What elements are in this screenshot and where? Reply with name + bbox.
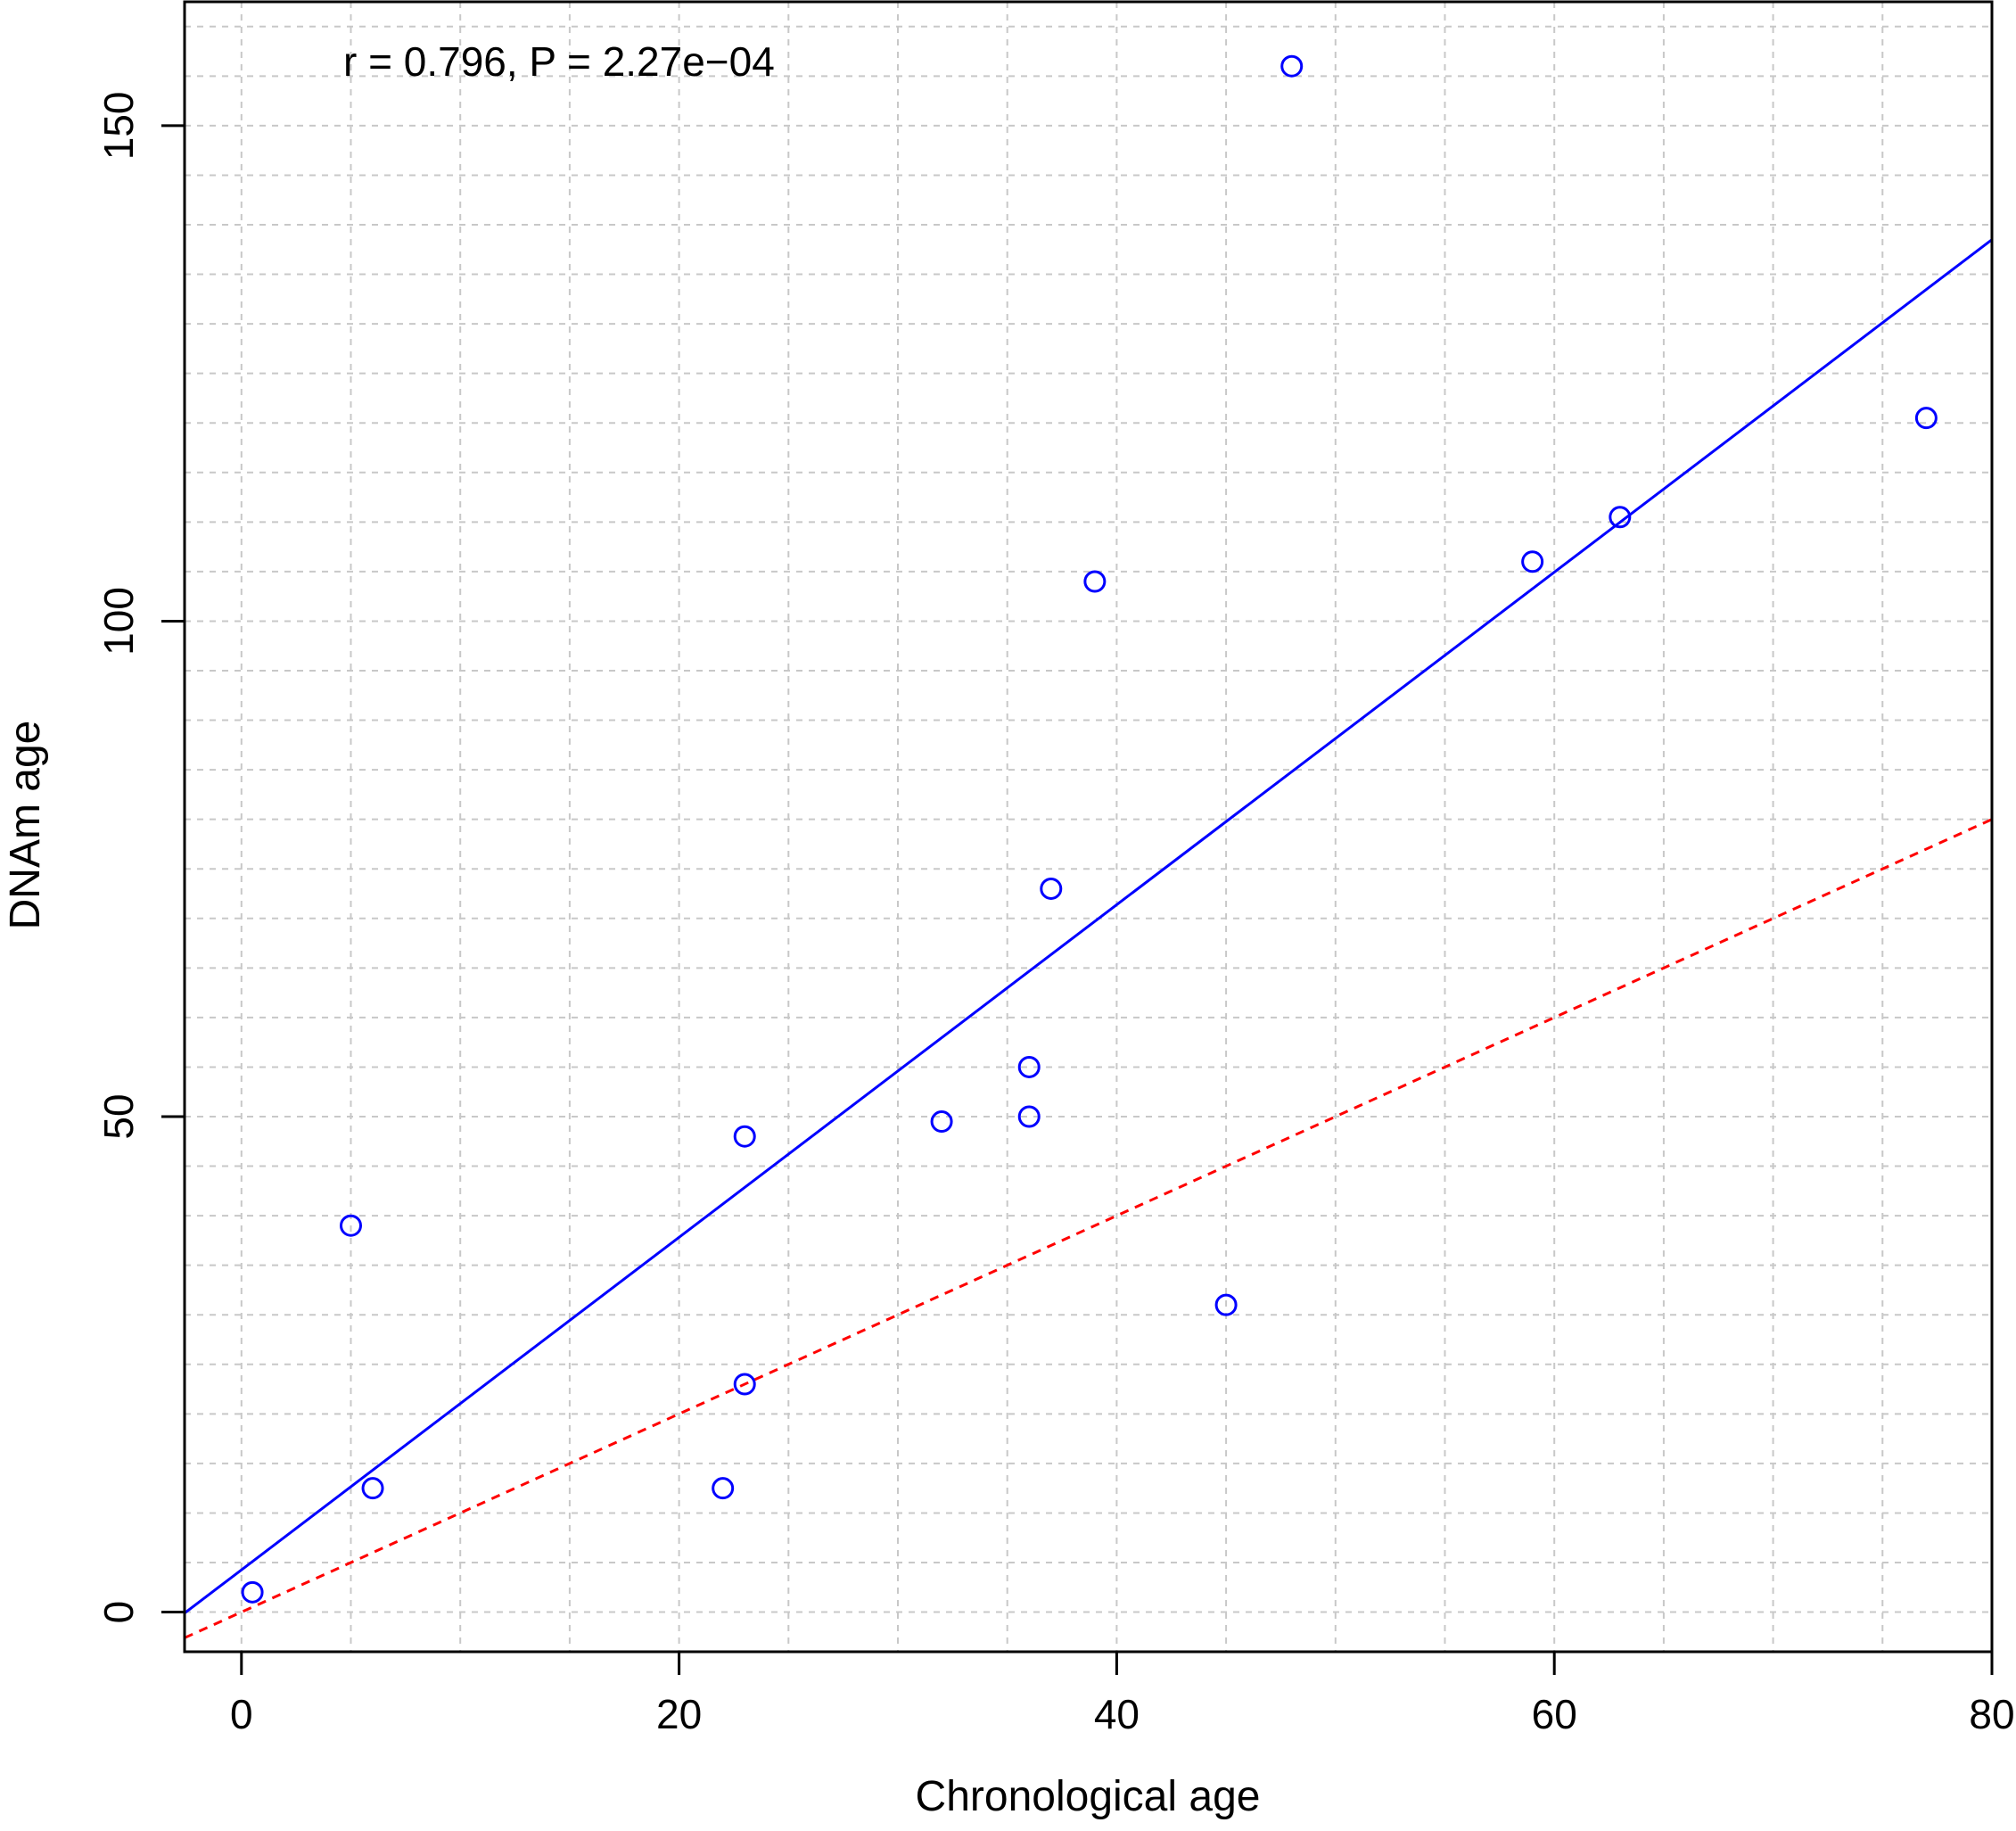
y-axis-title: DNAm age: [2, 721, 49, 930]
x-tick-label: 0: [230, 1691, 253, 1737]
data-point: [733, 1373, 756, 1396]
fit-lines: [184, 238, 1993, 1639]
data-point: [1214, 1293, 1238, 1316]
data-point: [733, 1125, 756, 1148]
data-point: [340, 1214, 363, 1237]
x-tick-label: 40: [1094, 1691, 1140, 1737]
identity-line: [184, 818, 1993, 1639]
x-tick-label: 20: [656, 1691, 702, 1737]
y-tick-label: 0: [95, 1601, 142, 1624]
data-point: [930, 1110, 953, 1134]
correlation-annotation: r = 0.796, P = 2.27e−04: [343, 38, 775, 85]
data-point: [1017, 1055, 1041, 1078]
data-point: [1017, 1105, 1041, 1128]
x-tick-label: 60: [1532, 1691, 1577, 1737]
y-tick-label: 100: [95, 587, 142, 656]
data-point: [361, 1477, 384, 1500]
x-axis-title: Chronological age: [916, 1773, 1261, 1820]
data-point: [241, 1580, 264, 1604]
data-point: [712, 1477, 735, 1500]
data-point: [1521, 550, 1544, 573]
data-point: [1040, 877, 1063, 900]
data-point: [1083, 570, 1107, 593]
y-tick-label: 150: [95, 92, 142, 161]
grid-lines: [185, 2, 1993, 1652]
y-tick-label: 50: [95, 1093, 142, 1139]
data-point: [1280, 54, 1304, 78]
data-point: [1609, 506, 1632, 529]
regression-line: [184, 238, 1993, 1614]
x-tick-label: 80: [1969, 1691, 2014, 1737]
data-point: [1914, 407, 1938, 430]
axes: 0 20 40 60 80 0 50 100 150: [95, 92, 2015, 1737]
plot-frame: [183, 0, 1994, 1654]
data-points: [241, 54, 1938, 1604]
